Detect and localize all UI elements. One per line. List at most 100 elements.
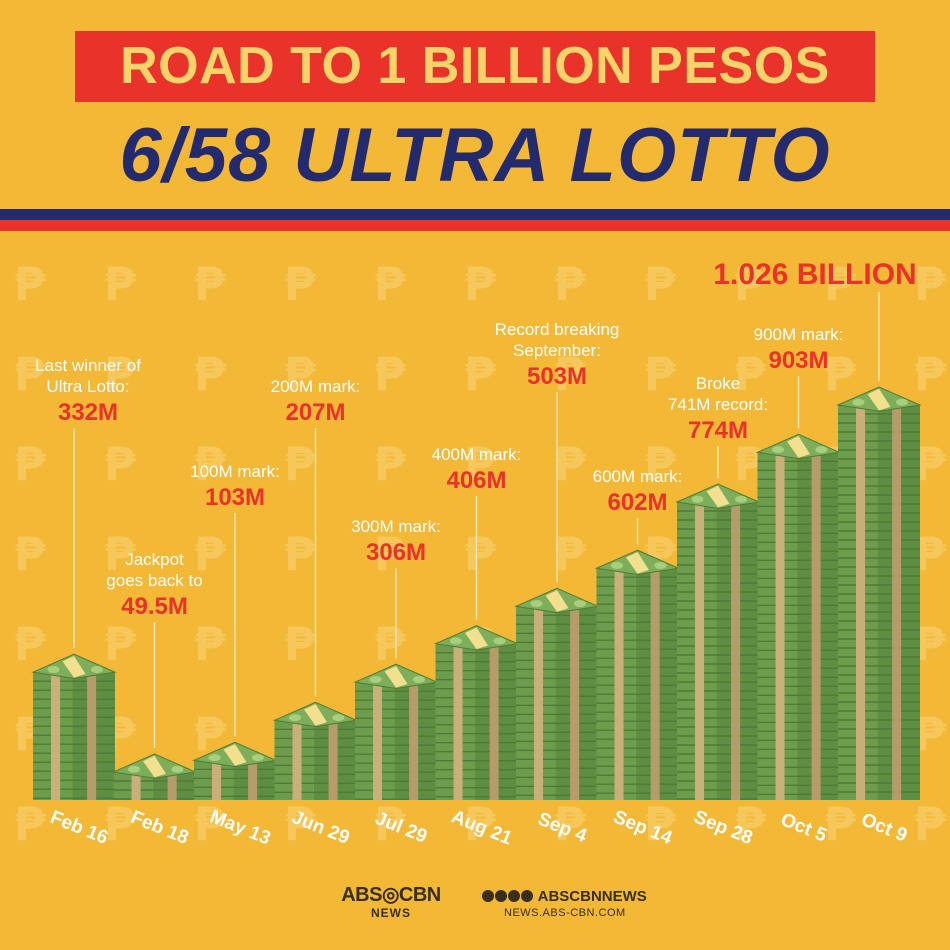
annotation-label: Record breaking xyxy=(495,320,620,339)
bar: 400M mark: 406M Aug 21 xyxy=(432,445,522,850)
annotation-label: Jackpot xyxy=(125,550,184,569)
tick-label: Jun 29 xyxy=(289,807,353,849)
peso-sign-icon: ₱ xyxy=(194,257,226,311)
tick-label: Feb 18 xyxy=(128,807,192,849)
tick-label: May 13 xyxy=(207,806,274,849)
divider-red-stripe xyxy=(0,220,950,231)
bar-band xyxy=(775,452,785,800)
bar-band xyxy=(650,568,660,800)
bar-top-strap xyxy=(304,704,327,726)
peso-sign-icon: ₱ xyxy=(194,617,226,671)
bill-emblem xyxy=(815,446,828,454)
instagram-icon xyxy=(508,890,520,902)
annotation-label: 741M record: xyxy=(668,395,768,414)
bill-emblem xyxy=(128,765,140,773)
peso-sign-icon: ₱ xyxy=(284,347,316,401)
bar-band xyxy=(409,682,419,800)
bill-emblem xyxy=(611,562,623,570)
peso-sign-icon: ₱ xyxy=(464,347,496,401)
peso-sign-icon: ₱ xyxy=(104,257,136,311)
bar-band xyxy=(570,606,580,800)
bar-band xyxy=(534,606,544,800)
peso-sign-icon: ₱ xyxy=(914,797,946,851)
peso-sign-icon: ₱ xyxy=(914,347,946,401)
data-label: 903M xyxy=(768,347,828,374)
facebook-icon xyxy=(482,890,494,902)
data-label: 103M xyxy=(205,484,265,511)
peso-sign-icon: ₱ xyxy=(734,347,766,401)
data-label: 306M xyxy=(366,539,426,566)
annotation-label: 100M mark: xyxy=(190,462,280,481)
peso-sign-icon: ₱ xyxy=(284,437,316,491)
bill-emblem xyxy=(90,665,103,673)
bar-top-strap xyxy=(787,436,810,458)
annotation-label: Last winner of xyxy=(35,356,141,375)
bar-band xyxy=(248,760,258,800)
peso-sign-icon: ₱ xyxy=(464,797,496,851)
bar: 200M mark: 207M Jun 29 xyxy=(271,377,361,849)
peso-sign-icon: ₱ xyxy=(464,257,496,311)
peso-sign-icon: ₱ xyxy=(194,527,226,581)
peso-sign-icon: ₱ xyxy=(644,437,676,491)
bar-band xyxy=(731,502,741,800)
bar-band xyxy=(489,643,499,800)
bar: 600M mark: 602M Sep 14 xyxy=(593,467,683,849)
title-banner: ROAD TO 1 BILLION PESOS xyxy=(75,31,875,102)
bill-emblem xyxy=(895,398,908,406)
bill-emblem xyxy=(772,446,784,454)
peso-sign-icon: ₱ xyxy=(194,437,226,491)
peso-sign-icon: ₱ xyxy=(374,617,406,671)
site-url: NEWS.ABS-CBN.COM xyxy=(504,907,626,919)
tick-label: Sep 14 xyxy=(610,807,675,850)
bar: Last winner of Ultra Lotto: 332M Feb 16 xyxy=(31,356,141,849)
bar: 100M mark: 103M May 13 xyxy=(190,462,280,850)
peso-sign-icon: ₱ xyxy=(554,437,586,491)
page-title: ROAD TO 1 BILLION PESOS xyxy=(120,37,830,95)
peso-sign-icon: ₱ xyxy=(824,257,856,311)
data-label: 207M xyxy=(285,399,345,426)
peso-sign-icon: ₱ xyxy=(554,527,586,581)
annotation-label: 900M mark: xyxy=(754,325,844,344)
bar-band xyxy=(614,568,624,800)
peso-sign-icon: ₱ xyxy=(734,797,766,851)
social-handles: ABSCBNNEWS NEWS.ABS-CBN.COM xyxy=(482,888,662,920)
tick-label: Sep 4 xyxy=(535,809,590,848)
bar: Jackpot goes back to 49.5M Feb 18 xyxy=(106,550,202,849)
annotation-label: September: xyxy=(513,341,601,360)
bar-top-strap xyxy=(626,552,649,574)
peso-sign-icon: ₱ xyxy=(374,437,406,491)
peso-sign-icon: ₱ xyxy=(284,257,316,311)
abscbn-news-logo: ABS◎CBN NEWS xyxy=(336,884,446,920)
data-label: 1.026 BILLION xyxy=(713,258,916,291)
peso-sign-icon: ₱ xyxy=(14,257,46,311)
peso-sign-icon: ₱ xyxy=(284,617,316,671)
tick-label: Oct 9 xyxy=(858,809,910,846)
annotation-label: Ultra Lotto: xyxy=(46,377,129,396)
bar-top-strap xyxy=(867,388,891,411)
youtube-icon xyxy=(521,890,533,902)
bar-band xyxy=(328,720,338,800)
tick-label: Feb 16 xyxy=(47,807,111,849)
bar-band xyxy=(131,772,141,800)
bill-emblem xyxy=(332,714,345,722)
peso-sign-icon: ₱ xyxy=(374,257,406,311)
page-subtitle: 6/58 ULTRA LOTTO xyxy=(119,113,831,198)
data-label: 406M xyxy=(446,467,506,494)
peso-sign-icon: ₱ xyxy=(554,797,586,851)
data-label: 332M xyxy=(58,399,118,426)
bill-emblem xyxy=(450,637,462,645)
peso-sign-icon: ₱ xyxy=(644,347,676,401)
bar-band xyxy=(51,672,61,800)
annotation-label: Broke xyxy=(696,374,740,393)
bar-band xyxy=(892,404,902,800)
bar-band xyxy=(856,404,866,800)
bill-emblem xyxy=(47,665,60,673)
peso-sign-icon: ₱ xyxy=(104,617,136,671)
bar-top-strap xyxy=(62,655,86,678)
peso-sign-icon: ₱ xyxy=(374,797,406,851)
peso-sign-icon: ₱ xyxy=(644,257,676,311)
peso-sign-icon: ₱ xyxy=(824,347,856,401)
annotation-label: goes back to xyxy=(106,571,202,590)
bar-band xyxy=(811,452,821,800)
